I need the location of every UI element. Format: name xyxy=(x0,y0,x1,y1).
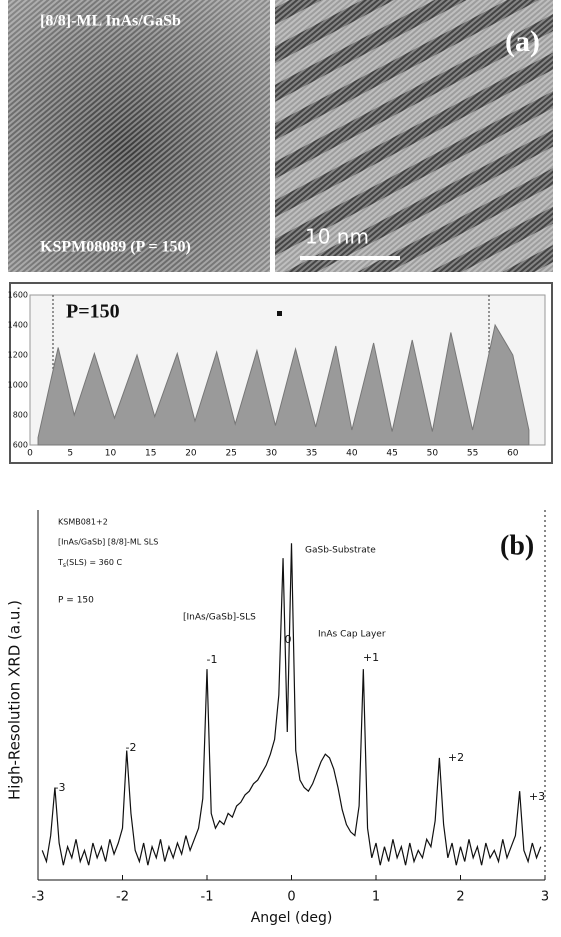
xrd-line xyxy=(41,543,542,866)
x-tick-label: 0 xyxy=(27,449,33,459)
x-tick-label: 15 xyxy=(145,449,156,459)
tem-right xyxy=(275,0,553,272)
annotation: P=150 xyxy=(66,301,120,323)
y-tick-label: 1600 xyxy=(8,291,28,300)
x-tick-label: 20 xyxy=(185,449,197,459)
order-label: -3 xyxy=(55,781,66,794)
x-tick-label: 30 xyxy=(266,449,278,459)
panel-label: (a) xyxy=(505,25,540,58)
order-label: -2 xyxy=(126,741,137,754)
profile-area-fill xyxy=(37,323,530,446)
sample-label: KSPM08089 (P = 150) xyxy=(40,239,191,256)
tem-left xyxy=(8,0,270,272)
x-tick-label: 50 xyxy=(427,449,439,459)
y-tick-label: 1000 xyxy=(8,381,28,390)
peak-name: [InAs/GaSb]-SLS xyxy=(183,613,256,623)
note-part: T xyxy=(57,558,63,567)
x-tick-label: 35 xyxy=(306,449,317,459)
x-tick-label: 1 xyxy=(372,890,380,905)
x-tick-label: 2 xyxy=(456,890,464,905)
order-label: 0 xyxy=(285,633,292,646)
note: Ts(SLS) = 360 C xyxy=(57,558,122,569)
note: [InAs/GaSb] [8/8]-ML SLS xyxy=(58,538,158,547)
order-label: +1 xyxy=(363,651,379,664)
x-tick-label: 45 xyxy=(386,449,397,459)
note-part: (SLS) = 360 C xyxy=(66,558,122,567)
image-caption: [8/8]-ML InAs/GaSb xyxy=(40,13,181,30)
y-tick-label: 600 xyxy=(13,441,28,450)
scale-label: 10 nm xyxy=(305,225,369,249)
order-label: +3 xyxy=(529,790,545,803)
x-tick-label: 0 xyxy=(287,890,295,905)
marker xyxy=(277,311,282,316)
x-tick-label: 40 xyxy=(346,449,358,459)
x-axis-label: Angel (deg) xyxy=(251,910,333,926)
x-tick-label: 10 xyxy=(105,449,117,459)
order-label: -1 xyxy=(207,653,218,666)
x-tick-label: 55 xyxy=(467,449,478,459)
x-tick-label: -1 xyxy=(201,890,214,905)
y-tick-label: 800 xyxy=(13,411,28,420)
note: KSMB081+2 xyxy=(58,518,108,527)
x-tick-label: 5 xyxy=(67,449,73,459)
order-label: +2 xyxy=(448,751,464,764)
x-tick-label: 3 xyxy=(541,890,549,905)
peak-name: GaSb-Substrate xyxy=(305,546,376,556)
peak-name: InAs Cap Layer xyxy=(318,630,386,640)
x-tick-label: -3 xyxy=(32,890,45,905)
panel-label: (b) xyxy=(500,530,534,561)
note-part: s xyxy=(63,562,66,569)
x-tick-label: -2 xyxy=(116,890,129,905)
x-tick-label: 25 xyxy=(225,449,236,459)
profile-frame xyxy=(9,282,553,464)
y-tick-label: 1200 xyxy=(8,351,28,360)
y-axis-label: High-Resolution XRD (a.u.) xyxy=(6,600,24,800)
x-tick-label: 60 xyxy=(507,449,519,459)
y-tick-label: 1400 xyxy=(8,321,28,330)
note: P = 150 xyxy=(58,596,94,606)
